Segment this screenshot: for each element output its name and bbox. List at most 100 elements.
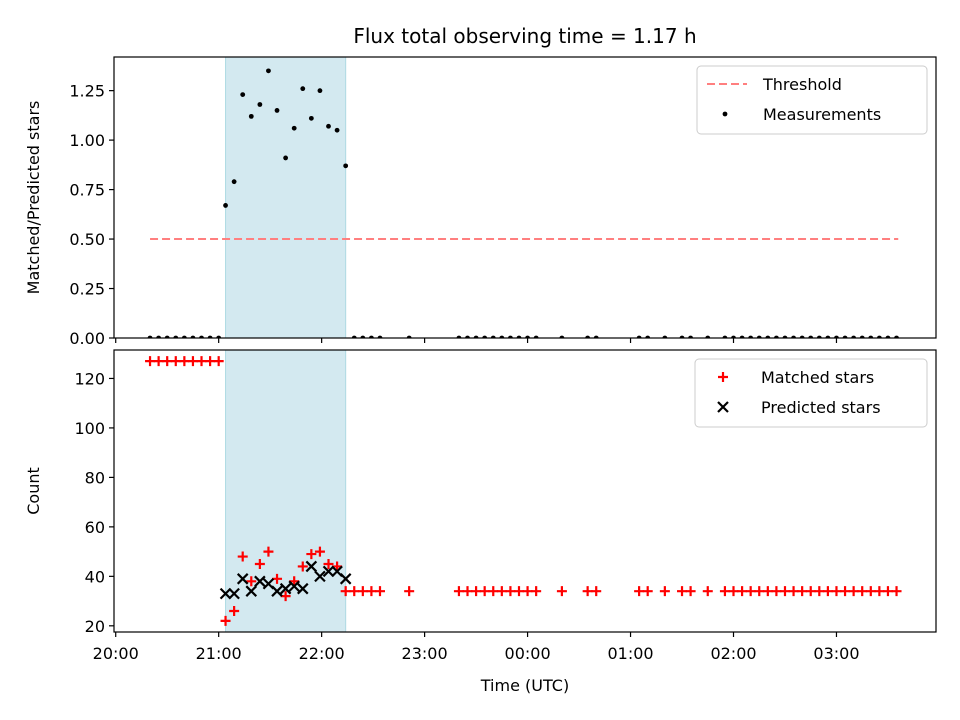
- matched-stars-point: [882, 586, 893, 597]
- measurement-point: [291, 125, 297, 131]
- matched-stars-point: [332, 561, 343, 572]
- predicted-stars-point: [236, 573, 249, 585]
- matched-stars-point: [263, 546, 274, 557]
- matched-stars-point: [702, 586, 713, 597]
- y-tick-label: 0.50: [69, 230, 105, 249]
- predicted-stars-point: [339, 573, 352, 585]
- legend-label: Matched stars: [761, 368, 874, 387]
- legend-measurements-swatch: [722, 111, 728, 117]
- legend: Matched stars Predicted stars: [694, 358, 928, 428]
- bottom-plot-area: [145, 356, 902, 626]
- bottom-panel: 20 40 60 80 100 120 20:00 21:00 22:00 23:00 00:00 0…: [24, 349, 937, 695]
- measurement-point: [326, 123, 331, 129]
- y-tick-label: 80: [85, 468, 105, 487]
- matched-stars-point: [848, 586, 859, 597]
- y-tick-label: 100: [74, 419, 105, 438]
- matched-stars-point: [187, 356, 198, 367]
- y-tick-label: 120: [74, 369, 105, 388]
- matched-stars-point: [374, 586, 385, 597]
- x-tick-label: 01:00: [607, 644, 653, 663]
- y-tick-label: 40: [85, 567, 105, 586]
- matched-stars-point: [246, 576, 257, 587]
- matched-stars-point: [642, 586, 653, 597]
- matched-stars-point: [737, 586, 748, 597]
- x-tick-label: 20:00: [93, 644, 139, 663]
- x-tick-label: 03:00: [813, 644, 859, 663]
- matched-stars-point: [404, 586, 415, 597]
- matched-stars-point: [357, 586, 368, 597]
- matched-stars-point: [719, 586, 730, 597]
- measurement-point: [266, 68, 271, 74]
- matched-stars-point: [306, 549, 317, 560]
- y-tick-label: 1.00: [69, 131, 105, 150]
- legend-label: Threshold: [762, 75, 842, 94]
- matched-stars-point: [685, 586, 696, 597]
- matched-stars-point: [634, 586, 645, 597]
- legend-label: Predicted stars: [761, 398, 881, 417]
- predicted-stars-point: [296, 582, 309, 595]
- matched-stars-point: [805, 586, 816, 597]
- legend-predicted-stars-swatch: [717, 401, 729, 413]
- matched-stars-point: [857, 586, 868, 597]
- legend-matched-stars-swatch: [718, 372, 728, 382]
- matched-stars-point: [488, 586, 499, 597]
- measurement-point: [231, 179, 237, 185]
- top-axes-frame: [113, 56, 937, 339]
- matched-stars-point: [814, 586, 825, 597]
- matched-stars-point: [728, 586, 739, 597]
- x-tick-label: 02:00: [710, 644, 756, 663]
- measurement-point: [274, 108, 280, 113]
- x-axis-label: Time (UTC): [480, 676, 569, 695]
- y-axis-label: Count: [24, 467, 43, 515]
- matched-stars-point: [874, 586, 885, 597]
- matched-stars-point: [788, 586, 799, 597]
- predicted-stars-point: [245, 585, 258, 597]
- matched-stars-point: [831, 586, 842, 597]
- predicted-stars-point: [322, 565, 335, 578]
- matched-stars-point: [366, 586, 377, 597]
- matched-stars-point: [865, 586, 876, 597]
- predicted-stars-point: [228, 587, 240, 600]
- matched-stars-point: [513, 586, 524, 597]
- legend: Threshold Measurements: [696, 65, 928, 135]
- matched-stars-point: [762, 586, 773, 597]
- matched-stars-point: [505, 586, 516, 597]
- matched-stars-point: [213, 356, 224, 367]
- matched-stars-point: [891, 586, 902, 597]
- measurement-point: [300, 86, 306, 92]
- matched-stars-point: [556, 586, 567, 597]
- predicted-stars-point: [314, 570, 326, 583]
- y-tick-label: 60: [85, 518, 105, 537]
- predicted-stars-point: [279, 582, 292, 595]
- matched-stars-point: [591, 586, 602, 597]
- matched-stars-point: [462, 586, 473, 597]
- predicted-stars-point: [305, 560, 318, 573]
- matched-stars-point: [779, 586, 790, 597]
- x-tick-label: 00:00: [505, 644, 551, 663]
- x-tick-label: 22:00: [299, 644, 345, 663]
- matched-stars-point: [659, 586, 670, 597]
- predicted-stars-point: [288, 580, 300, 593]
- matched-stars-point: [162, 356, 173, 367]
- matched-stars-point: [153, 356, 164, 367]
- matched-stars-point: [471, 586, 482, 597]
- measurement-point: [240, 92, 246, 97]
- predicted-stars-point: [254, 575, 266, 588]
- top-panel: 0.00 0.25 0.50 0.75 1.00 1.25 Matched/Predicte…: [24, 24, 937, 348]
- legend-box: [694, 358, 928, 428]
- matched-stars-point: [771, 586, 782, 597]
- measurement-point: [248, 113, 254, 119]
- measurement-point: [283, 155, 289, 161]
- matched-stars-point: [314, 546, 325, 557]
- matched-stars-point: [453, 586, 464, 597]
- legend-box: [696, 65, 928, 135]
- predicted-stars-point: [271, 585, 283, 597]
- matched-stars-point: [289, 576, 300, 587]
- measurement-point: [343, 163, 349, 169]
- measurement-point: [308, 115, 314, 121]
- matched-stars-point: [677, 586, 688, 597]
- legend-label: Measurements: [763, 105, 881, 124]
- matched-stars-point: [840, 586, 851, 597]
- matched-stars-point: [297, 561, 308, 572]
